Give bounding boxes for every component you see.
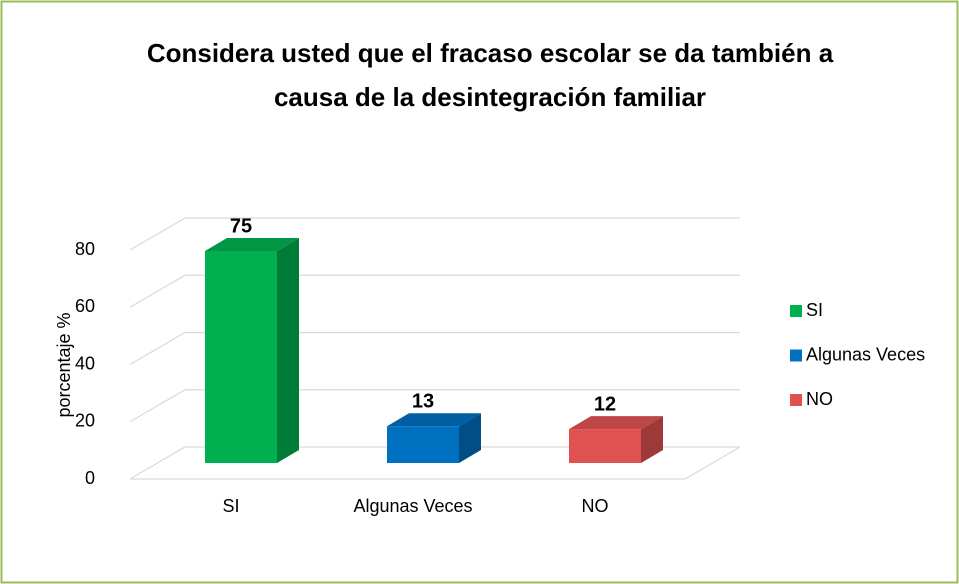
legend-label: NO: [806, 389, 833, 409]
x-tick-label: Algunas Veces: [353, 496, 472, 516]
data-label: 75: [230, 215, 252, 237]
grid-line: [129, 389, 740, 423]
y-axis-label: porcentaje %: [54, 312, 74, 417]
floor-edge: [130, 446, 741, 480]
data-label: 13: [412, 391, 434, 413]
x-tick-label: SI: [222, 496, 239, 516]
bar: [569, 429, 641, 463]
x-tick-label: NO: [582, 496, 609, 516]
grid-line: [129, 274, 740, 308]
y-tick-label: 80: [75, 239, 95, 259]
y-tick-label: 40: [75, 353, 95, 373]
data-label: 12: [594, 393, 616, 415]
y-tick-label: 0: [85, 468, 95, 488]
bar: [387, 426, 459, 463]
grid-line: [129, 217, 740, 251]
bar-side: [641, 416, 663, 463]
legend-swatch: [790, 305, 802, 317]
bar-side: [277, 238, 299, 463]
grid-line: [129, 446, 740, 480]
grid-line: [129, 331, 740, 366]
bar-top: [205, 238, 299, 251]
bar-top: [569, 416, 663, 430]
chart-title: Considera usted que el fracaso escolar s…: [147, 38, 834, 112]
legend-label: Algunas Veces: [806, 344, 925, 364]
y-tick-label: 20: [75, 411, 95, 431]
bar-side: [459, 413, 481, 463]
bar-top: [387, 413, 481, 427]
legend-label: SI: [806, 300, 823, 320]
y-tick-label: 60: [75, 296, 95, 316]
legend-swatch: [790, 394, 802, 406]
legend-swatch: [790, 349, 802, 362]
bar: [205, 251, 277, 463]
